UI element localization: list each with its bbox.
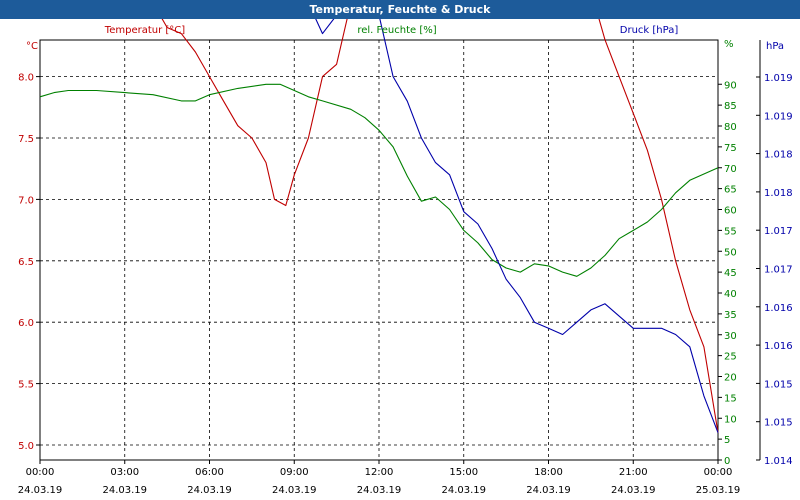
temperature-tick-label: 8.5 xyxy=(18,19,34,22)
date-tick-label: 24.03.19 xyxy=(526,485,571,496)
temperature-tick-label: 7.5 xyxy=(18,134,34,145)
humidity-tick-label: 85 xyxy=(724,101,737,112)
window-title: Temperatur, Feuchte & Druck xyxy=(0,0,800,19)
series-group xyxy=(39,19,719,433)
humidity-tick-label: 15 xyxy=(724,393,737,404)
date-tick-label: 24.03.19 xyxy=(611,485,656,496)
humidity-tick-label: 90 xyxy=(724,80,737,91)
time-tick-label: 00:00 xyxy=(26,467,55,478)
humidity-tick-label: 55 xyxy=(724,226,737,237)
humidity-tick-label: 65 xyxy=(724,185,737,196)
humidity-unit: % xyxy=(724,39,734,50)
time-axis: 00:00 24.03.19 03:00 24.03.19 06:00 24.03.19 0… xyxy=(18,460,741,496)
pressure-tick-label: 1.017 xyxy=(764,226,793,237)
pressure-tick-label: 1.018 xyxy=(764,150,793,161)
time-tick-label: 21:00 xyxy=(619,467,648,478)
date-tick-label: 24.03.19 xyxy=(102,485,147,496)
date-tick-label: 24.03.19 xyxy=(441,485,486,496)
humidity-tick-label: 20 xyxy=(724,373,737,384)
pressure-tick-label: 1.016 xyxy=(764,341,793,352)
time-tick-label: 09:00 xyxy=(280,467,309,478)
temperature-tick-label: 6.0 xyxy=(18,318,34,329)
humidity-tick-label: 70 xyxy=(724,164,737,175)
temperature-series xyxy=(161,19,719,433)
pressure-tick-label: 1.017 xyxy=(764,265,793,276)
date-tick-label: 24.03.19 xyxy=(18,485,63,496)
humidity-tick-label: 10 xyxy=(724,414,737,425)
time-tick-label: 18:00 xyxy=(534,467,563,478)
temperature-tick-label: 5.0 xyxy=(18,441,34,452)
humidity-tick-label: 60 xyxy=(724,206,737,217)
humidity-tick-label: 80 xyxy=(724,122,737,133)
humidity-tick-label: 75 xyxy=(724,143,737,154)
humidity-tick-label: 25 xyxy=(724,352,737,363)
date-tick-label: 24.03.19 xyxy=(272,485,317,496)
pressure-tick-label: 1.019 xyxy=(764,73,793,84)
time-tick-label: 06:00 xyxy=(195,467,224,478)
humidity-tick-label: 50 xyxy=(724,247,737,258)
date-tick-label: 24.03.19 xyxy=(187,485,232,496)
pressure-tick-label: 1.016 xyxy=(764,303,793,314)
chart: °C11.010.510.09.59.08.58.07.57.06.56.05.… xyxy=(18,19,793,496)
legend: Temperatur [°C] rel. Feuchte [%] Druck [hP… xyxy=(104,25,679,36)
pressure-tick-label: 1.015 xyxy=(764,418,793,429)
humidity-tick-label: 30 xyxy=(724,331,737,342)
pressure-axis: hPa 1.019 1.019 1.018 1.018 1.017 1.017 1.016 1.… xyxy=(756,40,793,467)
date-tick-label: 24.03.19 xyxy=(357,485,402,496)
temperature-unit: °C xyxy=(26,41,38,52)
time-tick-label: 15:00 xyxy=(449,467,478,478)
temperature-axis: °C11.010.510.09.59.08.58.07.57.06.56.05.… xyxy=(18,19,40,452)
humidity-tick-label: 35 xyxy=(724,310,737,321)
time-tick-label: 12:00 xyxy=(365,467,394,478)
legend-entry: Druck [hPa] xyxy=(620,25,679,36)
humidity-series xyxy=(39,83,719,277)
time-tick-label: 03:00 xyxy=(110,467,139,478)
temperature-tick-label: 6.5 xyxy=(18,257,34,268)
pressure-series xyxy=(315,19,719,433)
temperature-tick-label: 5.5 xyxy=(18,380,34,391)
pressure-tick-label: 1.015 xyxy=(764,379,793,390)
pressure-unit: hPa xyxy=(766,41,784,52)
temperature-tick-label: 8.0 xyxy=(18,73,34,84)
humidity-tick-label: 0 xyxy=(724,456,730,467)
pressure-tick-label: 1.014 xyxy=(764,456,793,467)
time-tick-label: 00:00 xyxy=(704,467,733,478)
humidity-tick-label: 45 xyxy=(724,268,737,279)
legend-entry: rel. Feuchte [%] xyxy=(357,25,436,36)
date-tick-label: 25.03.19 xyxy=(696,485,741,496)
pressure-tick-label: 1.018 xyxy=(764,188,793,199)
grid xyxy=(40,40,718,460)
pressure-tick-label: 1.019 xyxy=(764,111,793,122)
temperature-tick-label: 7.0 xyxy=(18,195,34,206)
legend-entry: Temperatur [°C] xyxy=(104,25,185,36)
humidity-tick-label: 40 xyxy=(724,289,737,300)
humidity-tick-label: 5 xyxy=(724,435,730,446)
